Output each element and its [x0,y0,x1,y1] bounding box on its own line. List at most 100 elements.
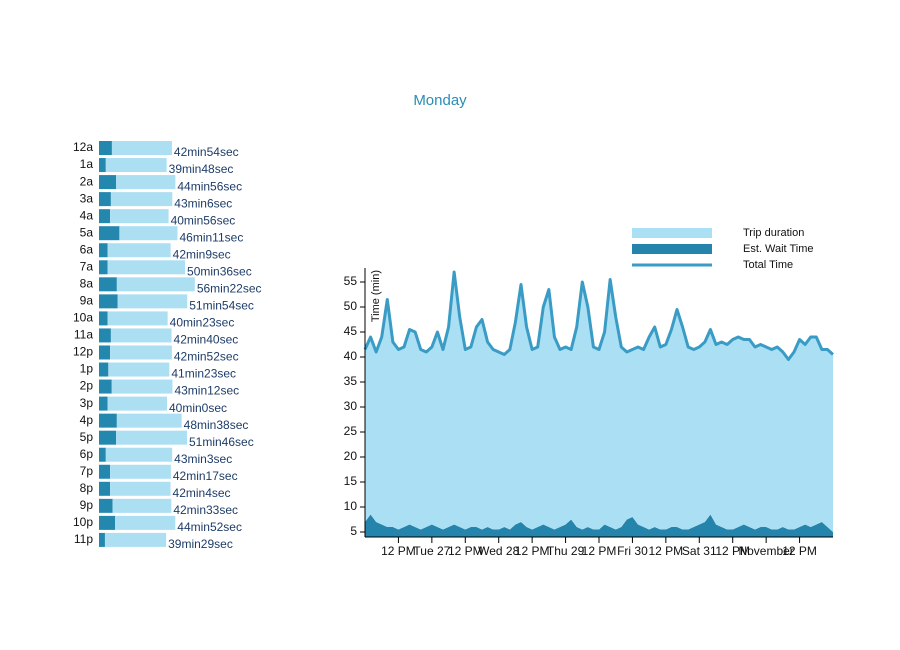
bar-segment [99,532,105,547]
bar-segment [99,141,112,155]
category-label: 1p [80,362,94,376]
bar-segment [108,362,170,377]
bar-segment [99,481,111,496]
legend-swatch [632,228,712,238]
bar-segment [99,243,108,258]
bar-segment [99,413,117,428]
legend-label: Est. Wait Time [743,243,814,255]
bar-segment [110,481,171,496]
total-label: 50min36sec [187,264,252,278]
y-tick-label: 15 [344,474,358,488]
bar-segment [116,277,195,292]
category-label: 10p [73,515,93,529]
x-tick-label: 12 PM [448,544,483,558]
category-label: 8p [80,481,94,495]
bar-segment [116,175,176,190]
total-label: 46min11sec [180,230,244,244]
total-label: 39min29sec [168,537,233,551]
area [365,272,833,532]
y-tick-label: 45 [344,324,358,338]
bar-segment [99,464,111,479]
bar-segment [99,362,109,377]
total-label: 42min9sec [173,247,231,261]
bar-segment [99,260,108,275]
category-label: 3p [80,396,94,410]
category-label: 12p [73,345,93,359]
x-tick-label: 12 PM [582,544,617,558]
y-tick-label: 10 [344,499,358,513]
x-tick-label: November [738,544,793,558]
y-tick-label: 20 [344,449,358,463]
bar-segment [115,515,176,530]
bar-segment [116,430,188,445]
category-label: 6p [80,447,94,461]
x-tick-label: Thu 29 [547,544,585,558]
line [363,270,835,361]
category-label: 8a [80,276,94,290]
bar-segment [99,311,108,326]
bar-segment [110,345,172,360]
category-label: 2a [80,174,94,188]
total-label: 44min52sec [177,520,242,534]
total-label: 42min17sec [173,469,238,483]
bar-segment [112,498,172,513]
total-label: 51min46sec [189,435,254,449]
bar-segment [99,430,116,445]
category-label: 7p [80,464,94,478]
bar-segment [99,498,113,513]
bar-segment [99,515,116,530]
category-label: 5p [80,430,94,444]
x-tick-label: 12 PM [782,544,817,558]
total-label: 48min38sec [184,418,249,432]
bar-segment [99,396,108,411]
x-tick-label: Tue 27 [413,544,450,558]
x-tick-label: 12 PM [715,544,750,558]
y-tick-label: 55 [344,274,358,288]
x-tick-label: Sat 31 [682,544,717,558]
category-label: 5a [80,225,94,239]
bar-segment [110,209,169,224]
total-label: 43min12sec [174,384,239,398]
bar-segment [99,447,106,462]
category-label: 7a [80,259,94,273]
bar-segment [110,328,172,343]
bar-segment [107,243,171,258]
bar-segment [107,396,167,411]
y-tick-label: 30 [344,399,358,413]
bar-segment [105,158,167,173]
category-label: 3a [80,191,94,205]
bar-segment [99,209,111,224]
x-tick-label: 12 PM [649,544,684,558]
bar-segment [104,532,167,547]
legend-label: Total Time [743,259,793,271]
bar-segment [99,328,111,343]
bar-segment [107,311,168,326]
total-label: 40min23sec [170,316,235,330]
x-tick-label: Wed 28 [478,544,519,558]
total-label: 56min22sec [197,281,262,295]
y-tick-label: 35 [344,374,358,388]
total-label: 42min4sec [173,486,231,500]
bar-segment [99,294,118,309]
bar-segment [105,447,173,462]
bar-segment [111,141,172,155]
area [365,514,833,537]
bar-segment [99,158,106,173]
total-label: 42min54sec [174,145,239,159]
category-label: 1a [80,157,94,171]
total-label: 42min52sec [174,350,239,364]
x-tick-label: 12 PM [515,544,550,558]
bar-segment [99,192,111,207]
total-label: 42min33sec [173,503,238,517]
total-label: 44min56sec [177,179,242,193]
bar-segment [117,294,188,309]
total-label: 40min0sec [169,401,227,415]
category-label: 10a [73,311,93,325]
bar-segment [110,192,173,207]
bar-segment [111,379,173,394]
category-label: 11p [74,532,93,546]
total-label: 41min23sec [171,367,236,381]
total-label: 40min56sec [171,213,236,227]
page-title: Monday [413,92,467,109]
y-tick-label: 5 [350,524,357,538]
